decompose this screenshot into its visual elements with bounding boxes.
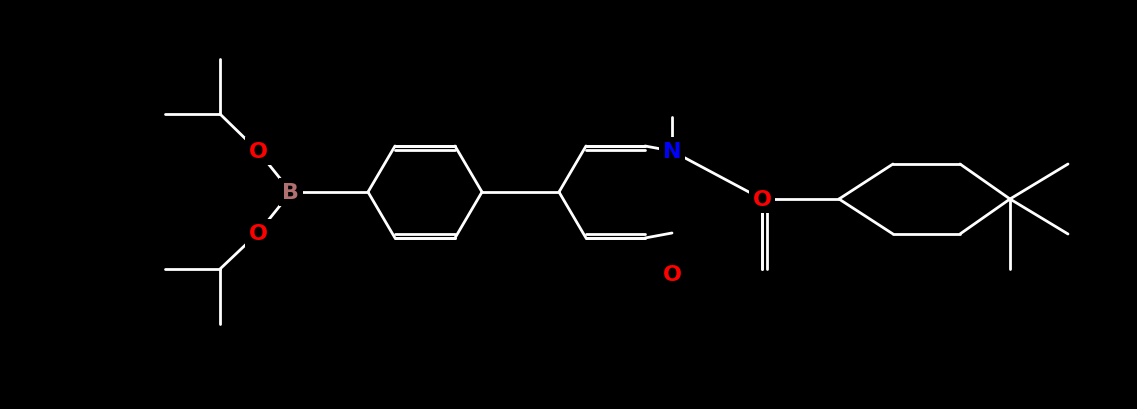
Text: O: O bbox=[249, 142, 267, 162]
Text: B: B bbox=[282, 182, 299, 202]
Text: O: O bbox=[663, 264, 681, 284]
Text: O: O bbox=[249, 223, 267, 243]
Text: O: O bbox=[753, 189, 772, 209]
Text: N: N bbox=[663, 142, 681, 162]
